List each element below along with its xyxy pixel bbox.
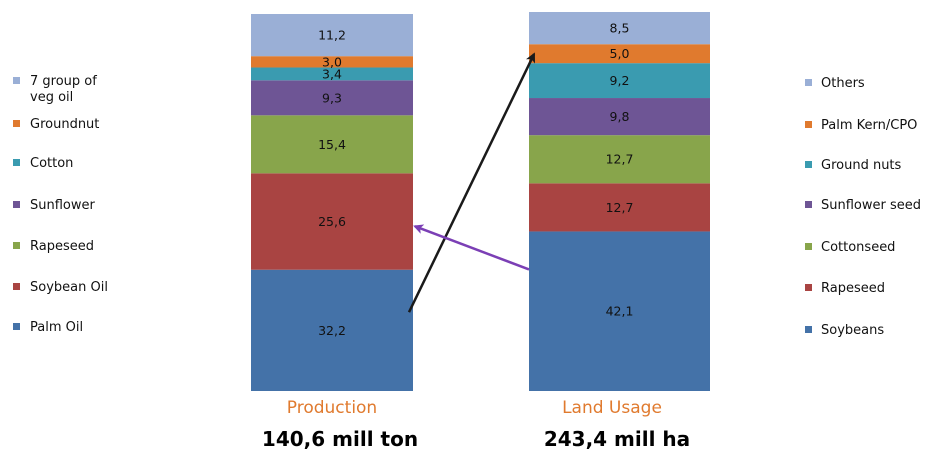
legend-right-label-palm-kern-cpo: Palm Kern/CPO xyxy=(821,118,917,133)
data-label-production-groundnut: 3,0 xyxy=(322,54,342,69)
legend-left-label-7-group-of-veg-oil-line2: veg oil xyxy=(30,90,73,105)
data-label-land-usage-sunflower-seed: 9,8 xyxy=(610,109,630,124)
total-label-production: 140,6 mill ton xyxy=(262,427,418,451)
legend-right-swatch-soybeans xyxy=(805,326,812,333)
data-label-land-usage-palm-kern-cpo: 5,0 xyxy=(610,46,630,61)
legend-left-label-7-group-of-veg-oil: 7 group of xyxy=(30,74,97,89)
legend-left-label-sunflower: Sunflower xyxy=(30,198,96,213)
legend-right-label-rapeseed: Rapeseed xyxy=(821,281,885,296)
legend-left-label-cotton: Cotton xyxy=(30,156,73,171)
legend-right-swatch-ground-nuts xyxy=(805,161,812,168)
bar-segment-production-soybean-oil xyxy=(251,173,413,270)
bar-segment-production-sunflower xyxy=(251,80,413,116)
legend-right-label-cottonseed: Cottonseed xyxy=(821,240,895,255)
bar-segment-production-palm-oil xyxy=(251,269,413,391)
data-label-production-palm-oil: 32,2 xyxy=(318,323,346,338)
bar-segment-production-rapeseed xyxy=(251,115,413,174)
bar-segment-production-7-group-of-veg-oil xyxy=(251,14,413,57)
data-label-land-usage-rapeseed: 12,7 xyxy=(606,200,634,215)
data-label-land-usage-ground-nuts: 9,2 xyxy=(610,73,630,88)
legend-right-swatch-cottonseed xyxy=(805,243,812,250)
data-label-land-usage-others: 8,5 xyxy=(610,21,630,36)
bar-segment-production-groundnut xyxy=(251,56,413,68)
category-label-production: Production xyxy=(287,398,377,418)
legend-left-swatch-7-group-of-veg-oil xyxy=(13,77,20,84)
data-label-production-soybean-oil: 25,6 xyxy=(318,214,346,229)
legend-right: Others Palm Kern/CPO Ground nuts Sunflower … xyxy=(805,76,921,338)
bar-segment-land-usage-sunflower-seed xyxy=(529,98,710,136)
legend-left-label-rapeseed: Rapeseed xyxy=(30,239,94,254)
arrow-soybeans-to-soybean-oil xyxy=(413,224,530,271)
arrows-layer xyxy=(407,52,536,313)
category-label-land-usage: Land Usage xyxy=(562,398,662,418)
legend-right-swatch-others xyxy=(805,79,812,86)
bar-segment-land-usage-others xyxy=(529,12,710,45)
data-label-land-usage-cottonseed: 12,7 xyxy=(606,152,634,167)
legend-right-label-soybeans: Soybeans xyxy=(821,323,884,338)
data-label-production-7-group-of-veg-oil: 11,2 xyxy=(318,28,346,43)
legend-right-swatch-sunflower-seed xyxy=(805,201,812,208)
data-label-production-rapeseed: 15,4 xyxy=(318,137,346,152)
legend-right-label-ground-nuts: Ground nuts xyxy=(821,158,902,173)
legend-left-swatch-palm-oil xyxy=(13,323,20,330)
total-label-land-usage: 243,4 mill ha xyxy=(544,427,690,451)
legend-left-label-soybean-oil: Soybean Oil xyxy=(30,280,108,295)
bars-layer: 32,2 25,6 15,4 9,3 3,43,0 11,2 42,1 12,7 12,7 9,8… xyxy=(251,12,710,391)
legend-left-swatch-sunflower xyxy=(13,201,20,208)
legend-right-swatch-palm-kern-cpo xyxy=(805,121,812,128)
legend-right-label-sunflower-seed: Sunflower seed xyxy=(821,198,921,213)
legend-left-label-palm-oil: Palm Oil xyxy=(30,320,83,335)
legend-right-label-others: Others xyxy=(821,76,865,91)
legend-left-swatch-groundnut xyxy=(13,120,20,127)
bar-segment-land-usage-rapeseed xyxy=(529,183,710,232)
arrow-palm-oil-to-palm-kern xyxy=(407,52,536,313)
legend-left-swatch-soybean-oil xyxy=(13,283,20,290)
legend-right-swatch-rapeseed xyxy=(805,284,812,291)
bar-segment-land-usage-cottonseed xyxy=(529,135,710,184)
data-label-land-usage-soybeans: 42,1 xyxy=(606,304,634,319)
legend-left-label-groundnut: Groundnut xyxy=(30,117,99,132)
bar-segment-land-usage-soybeans xyxy=(529,231,710,391)
legend-left-swatch-rapeseed xyxy=(13,242,20,249)
bar-segment-land-usage-ground-nuts xyxy=(529,63,710,99)
bar-segment-production-cotton xyxy=(251,67,413,81)
bar-segment-land-usage-palm-kern-cpo xyxy=(529,44,710,64)
legend-left-swatch-cotton xyxy=(13,159,20,166)
data-label-production-cotton: 3,4 xyxy=(322,66,342,81)
data-label-production-sunflower: 9,3 xyxy=(322,90,342,105)
